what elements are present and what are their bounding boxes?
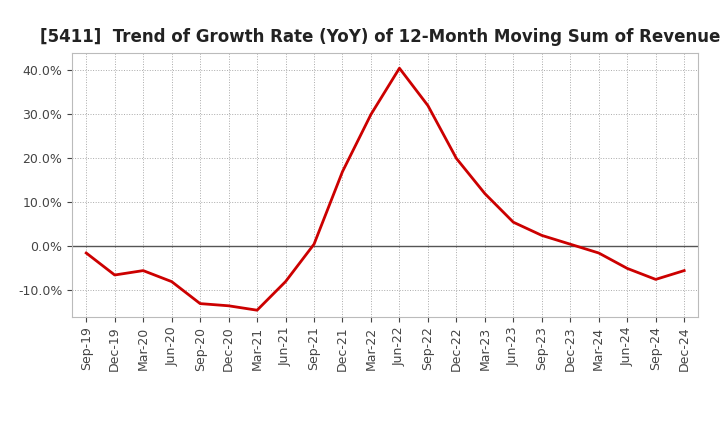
Title: [5411]  Trend of Growth Rate (YoY) of 12-Month Moving Sum of Revenues: [5411] Trend of Growth Rate (YoY) of 12-…	[40, 28, 720, 46]
